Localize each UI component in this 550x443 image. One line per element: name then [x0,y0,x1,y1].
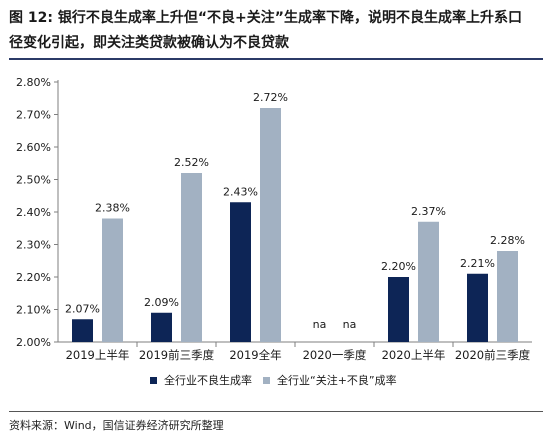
data-label: 2.37% [411,205,446,218]
data-label: 2.28% [490,234,525,247]
data-label: na [313,318,327,331]
data-label: 2.20% [381,260,416,273]
y-tick-label: 2.80% [16,76,51,89]
title-line-1: 图 12: 银行不良生成率上升但“不良+关注”生成率下降，说明不良生成率上升系口 [9,10,522,26]
bar [260,108,281,342]
bar [388,277,409,342]
bar [230,202,251,342]
chart-title: 图 12: 银行不良生成率上升但“不良+关注”生成率下降，说明不良生成率上升系口… [9,6,543,56]
data-label: 2.72% [253,91,288,104]
x-tick-label: 2020一季度 [303,348,367,362]
source-note: 资料来源：Wind，国信证券经济研究所整理 [9,419,224,432]
y-tick-label: 2.50% [16,174,51,187]
data-label: 2.52% [174,156,209,169]
y-tick-label: 2.40% [16,206,51,219]
bar [418,221,439,342]
y-tick-label: 2.70% [16,109,51,122]
data-label: 2.09% [144,296,179,309]
y-tick-label: 2.20% [16,271,51,284]
title-rule [9,58,543,60]
legend-label: 全行业“关注+不良”成率 [277,373,397,387]
x-tick-label: 2019上半年 [66,348,130,362]
bar-chart: 2.00% 2.10% 2.20% 2.30% 2.40% 2.50% 2.60% 2.70%… [16,76,532,387]
legend-swatch [150,377,157,384]
x-tick-label: 2020上半年 [382,348,446,362]
x-tick-label: 2019前三季度 [139,348,215,362]
source-rule [9,411,543,412]
data-label: 2.38% [95,202,130,215]
y-tick-label: 2.10% [16,304,51,317]
bar [467,273,488,342]
legend-label: 全行业不良生成率 [164,373,252,387]
bar [72,319,93,342]
y-tick-label: 2.00% [16,336,51,349]
data-label: 2.43% [223,185,258,198]
legend-swatch [263,377,270,384]
title-line-2: 径变化引起，即关注类贷款被确认为不良贷款 [9,35,289,51]
data-label: 2.21% [460,257,495,270]
bar [102,218,123,342]
bar [181,173,202,342]
data-label: na [343,318,357,331]
x-tick-label: 2020前三季度 [455,348,531,362]
bar [497,251,518,342]
x-tick-label: 2019全年 [229,348,281,362]
data-label: 2.07% [65,302,100,315]
y-tick-label: 2.30% [16,239,51,252]
y-tick-label: 2.60% [16,141,51,154]
bar [151,312,172,342]
